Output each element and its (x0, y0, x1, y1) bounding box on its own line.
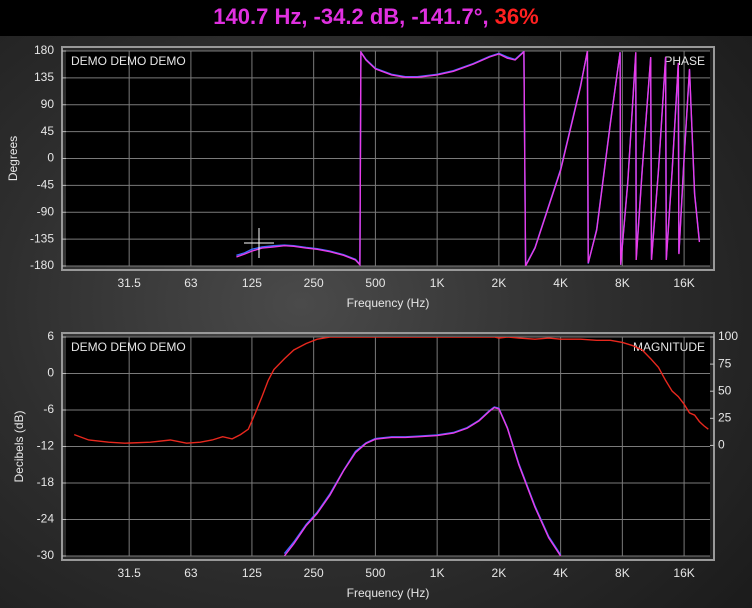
x-tick-label: 16K (673, 566, 694, 580)
x-tick-label: 8K (615, 566, 630, 580)
x-tick-label: 125 (242, 276, 262, 290)
readout-values: 140.7 Hz, -34.2 dB, -141.7°, (213, 4, 488, 29)
x-axis-label: Frequency (Hz) (347, 296, 430, 310)
y-tick-label: -30 (37, 548, 55, 562)
x-tick-label: 1K (430, 276, 445, 290)
x-tick-label: 8K (615, 276, 630, 290)
y-tick-label: -90 (37, 204, 55, 218)
x-tick-label: 500 (365, 276, 385, 290)
y-tick-label: -6 (43, 402, 54, 416)
x-tick-label: 16K (673, 276, 694, 290)
y-tick-label: 0 (47, 151, 54, 165)
x-tick-label: 2K (492, 566, 507, 580)
cursor (244, 228, 274, 258)
readout-coherence: 36% (495, 4, 539, 29)
y2-tick-label: 50 (718, 383, 732, 397)
chart-title: MAGNITUDE (633, 340, 705, 354)
series-line (236, 51, 701, 266)
y-tick-label: -180 (30, 258, 54, 272)
y-tick-label: -45 (37, 178, 55, 192)
y-tick-label: 135 (34, 70, 54, 84)
x-axis-label: Frequency (Hz) (347, 586, 430, 600)
readout: 140.7 Hz, -34.2 dB, -141.7°, 36% (213, 4, 538, 29)
y-tick-label: 45 (41, 124, 55, 138)
readout-bar (0, 0, 752, 36)
x-tick-label: 63 (184, 276, 198, 290)
x-tick-label: 250 (304, 276, 324, 290)
y2-tick-label: 75 (718, 356, 732, 370)
annotation: DEMO DEMO DEMO (71, 54, 186, 68)
chart-title: PHASE (664, 54, 705, 68)
x-tick-label: 250 (304, 566, 324, 580)
y-tick-label: 0 (47, 366, 54, 380)
y2-tick-label: 100 (718, 329, 738, 343)
y-axis-label: Decibels (dB) (12, 410, 26, 482)
y-tick-label: -135 (30, 231, 54, 245)
x-tick-label: 500 (365, 566, 385, 580)
y-tick-label: -24 (37, 512, 55, 526)
y2-tick-label: 25 (718, 410, 732, 424)
x-tick-label: 1K (430, 566, 445, 580)
y-axis-label: Degrees (6, 136, 20, 181)
x-tick-label: 4K (553, 566, 568, 580)
y-tick-label: -12 (37, 439, 55, 453)
y-tick-label: 90 (41, 97, 55, 111)
series-line (283, 406, 562, 556)
y-tick-label: 180 (34, 43, 54, 57)
x-tick-label: 2K (492, 276, 507, 290)
x-tick-label: 125 (242, 566, 262, 580)
y-tick-label: 6 (47, 329, 54, 343)
y2-tick-label: 0 (718, 438, 725, 452)
x-tick-label: 63 (184, 566, 198, 580)
y-tick-label: -18 (37, 475, 55, 489)
x-tick-label: 31.5 (117, 276, 141, 290)
x-tick-label: 4K (553, 276, 568, 290)
series-line (73, 337, 709, 444)
x-tick-label: 31.5 (117, 566, 141, 580)
annotation: DEMO DEMO DEMO (71, 340, 186, 354)
plot-lines (236, 51, 701, 266)
plot-lines (73, 337, 709, 556)
